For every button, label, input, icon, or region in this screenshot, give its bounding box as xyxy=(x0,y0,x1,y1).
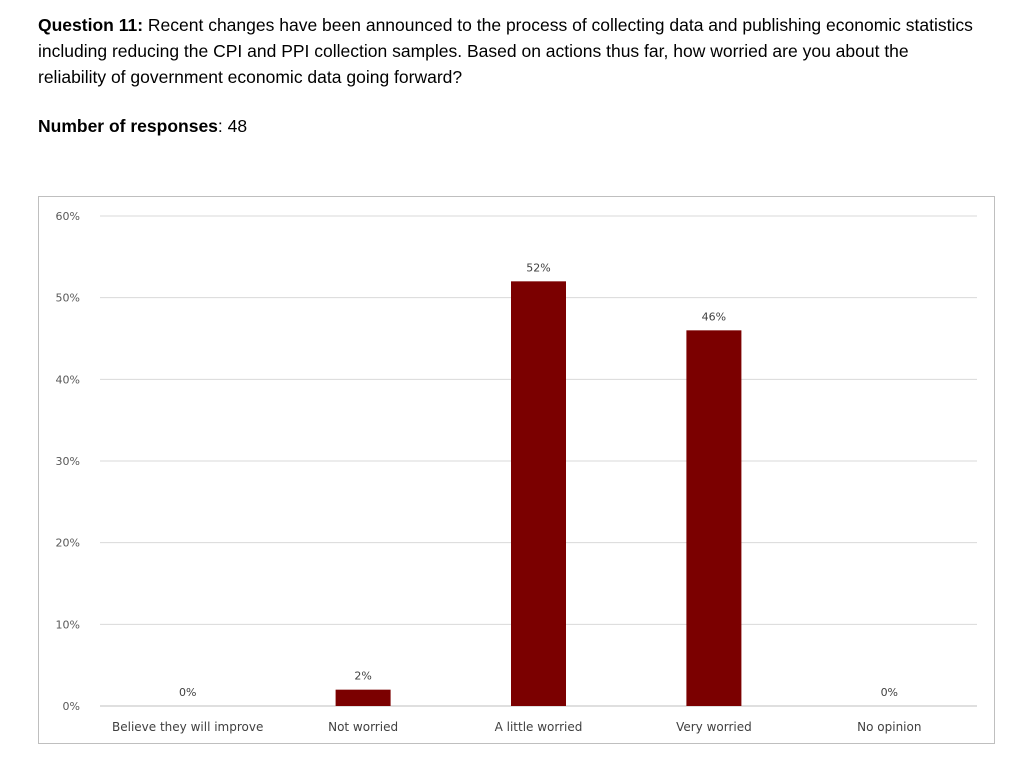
question-text: Question 11: Recent changes have been an… xyxy=(38,12,978,90)
y-tick-label: 60% xyxy=(56,210,80,223)
response-count-label: Number of responses xyxy=(38,116,218,136)
chart-frame: 0% 10% 20% 30% 40% 50% 60% 0% Believe they will … xyxy=(38,196,995,744)
category-label: Very worried xyxy=(676,720,752,734)
category-label: Not worried xyxy=(328,720,398,734)
bar-chart: 0% 10% 20% 30% 40% 50% 60% 0% Believe they will … xyxy=(56,210,977,734)
y-tick-label: 10% xyxy=(56,618,80,631)
response-count-value: : 48 xyxy=(217,116,248,136)
y-tick-label: 20% xyxy=(56,537,80,550)
data-label: 52% xyxy=(526,261,550,274)
y-tick-label: 0% xyxy=(63,700,80,713)
data-label: 0% xyxy=(179,686,196,699)
category-label: A little worried xyxy=(495,720,583,734)
response-count: Number of responses: 48 xyxy=(38,116,247,137)
bar xyxy=(511,281,566,706)
question-body: Recent changes have been announced to th… xyxy=(38,15,973,87)
y-tick-label: 40% xyxy=(56,373,80,386)
data-label: 2% xyxy=(354,670,371,683)
y-tick-label: 30% xyxy=(56,455,80,468)
y-tick-label: 50% xyxy=(56,292,80,305)
category-label: Believe they will improve xyxy=(112,720,263,734)
data-label: 0% xyxy=(881,686,898,699)
category-label: No opinion xyxy=(857,720,921,734)
question-label: Question 11: xyxy=(38,15,144,35)
bar xyxy=(335,689,391,706)
data-label: 46% xyxy=(702,310,726,323)
bar xyxy=(686,330,742,706)
